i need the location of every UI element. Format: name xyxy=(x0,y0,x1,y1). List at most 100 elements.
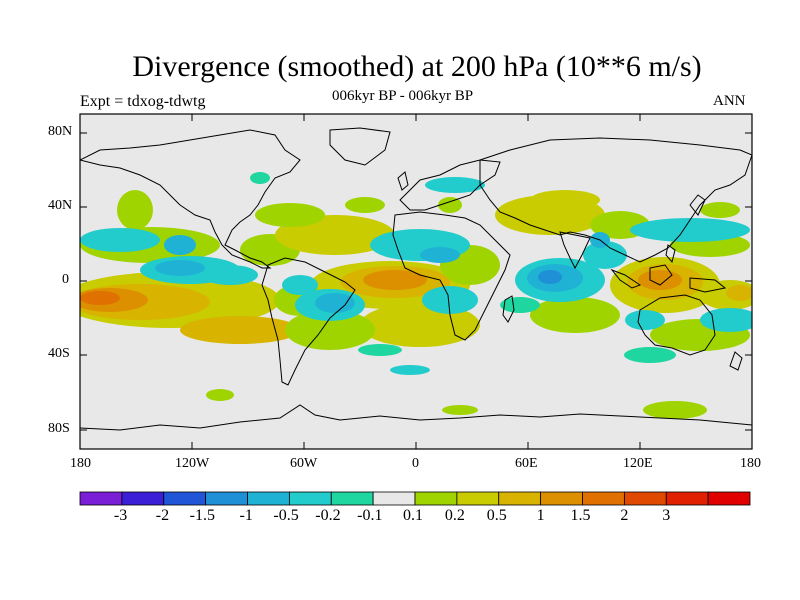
colorbar-label: 0.5 xyxy=(486,507,507,524)
contour-fields xyxy=(80,172,752,419)
coastline-antarctica xyxy=(80,404,752,431)
colorbar-label: 0.1 xyxy=(403,507,423,524)
colorbar-cell xyxy=(163,491,207,506)
contour-patch xyxy=(358,344,402,356)
contour-patch xyxy=(80,291,120,305)
lon-label-60w: 60W xyxy=(290,456,318,471)
contour-patch xyxy=(438,197,462,213)
lon-label-0: 0 xyxy=(412,456,419,471)
lat-label-80s: 80S xyxy=(48,421,70,436)
coastline-asia xyxy=(479,137,752,263)
coastline-new-guinea xyxy=(689,277,727,293)
contour-patch xyxy=(700,202,740,218)
coastline-australia xyxy=(637,294,716,356)
contour-patch xyxy=(315,293,355,313)
lon-label-60e: 60E xyxy=(515,456,538,471)
contour-patch xyxy=(442,405,478,415)
axis-ticks xyxy=(80,114,752,449)
contour-patch xyxy=(726,285,752,301)
coastline-madagascar xyxy=(502,295,515,323)
colorbar-label: 3 xyxy=(662,507,671,524)
colorbar-cell xyxy=(288,491,332,506)
contour-patch xyxy=(117,190,153,230)
contour-patch xyxy=(164,235,196,255)
contour-patch xyxy=(422,286,478,314)
contour-patch xyxy=(155,260,205,276)
contour-patch xyxy=(425,177,485,193)
contour-patch xyxy=(625,310,665,330)
contour-patch xyxy=(282,275,318,295)
colorbar-label: -0.1 xyxy=(357,507,383,524)
colorbar-label: -2 xyxy=(155,507,170,524)
colorbar-cell xyxy=(79,491,123,506)
lon-label-120w: 120W xyxy=(175,456,210,471)
colorbar-label: 1.5 xyxy=(570,507,591,524)
coastline-greenland xyxy=(329,127,391,166)
coastlines xyxy=(80,127,752,431)
coastline-sumatra xyxy=(610,268,642,289)
contour-patch xyxy=(390,365,430,375)
map-subtitle: 006kyr BP - 006kyr BP xyxy=(332,88,474,104)
colorbar-cell xyxy=(498,491,542,506)
contour-patch xyxy=(285,310,375,350)
lat-label-80n: 80N xyxy=(48,124,73,139)
contour-patch xyxy=(630,218,750,242)
colorbar-cell xyxy=(540,491,583,506)
coastline-europe xyxy=(399,159,501,211)
colorbar-label: -1.5 xyxy=(189,507,215,524)
colorbar-cell xyxy=(330,491,374,506)
lat-label-40s: 40S xyxy=(48,346,70,361)
colorbar-cell xyxy=(456,491,500,506)
coastline-uk xyxy=(397,171,409,191)
contour-patch xyxy=(202,265,258,285)
contour-patch xyxy=(643,401,707,419)
contour-patch xyxy=(500,297,540,313)
contour-patch xyxy=(363,270,427,290)
contour-patch xyxy=(638,270,682,290)
colorbar-cell xyxy=(205,491,248,506)
colorbar-label: -0.5 xyxy=(273,507,299,524)
contour-patch xyxy=(624,347,676,363)
coastline-new-zealand xyxy=(729,351,743,371)
contour-patch xyxy=(583,241,627,269)
coastline-philippines xyxy=(665,244,676,264)
coastline-borneo xyxy=(649,264,673,286)
contour-patch xyxy=(180,316,300,344)
contour-patch xyxy=(345,197,385,213)
coastline-africa xyxy=(392,211,511,341)
colorbar-cell xyxy=(623,491,667,506)
colorbar-cell xyxy=(582,491,625,506)
lon-label-180e: 180 xyxy=(740,456,761,471)
contour-patch xyxy=(255,203,325,227)
colorbar-label: 1 xyxy=(536,507,545,524)
lon-label-120e: 120E xyxy=(623,456,653,471)
contour-patch xyxy=(206,389,234,401)
colorbar-cell xyxy=(414,491,458,506)
colorbar-label: 0.2 xyxy=(444,507,465,524)
colorbar-cell xyxy=(707,491,751,506)
contour-patch xyxy=(700,308,752,332)
contour-patch xyxy=(530,297,620,333)
colorbar-label: -3 xyxy=(113,507,128,524)
experiment-label: Expt = tdxog-tdwtg xyxy=(80,93,206,110)
season-label: ANN xyxy=(713,93,746,109)
colorbar-cell xyxy=(665,491,709,506)
coastline-japan xyxy=(689,194,706,216)
colorbar xyxy=(79,491,751,506)
contour-patch xyxy=(420,247,460,263)
coastline-south-america xyxy=(261,257,356,386)
map-title: Divergence (smoothed) at 200 hPa (10**6 … xyxy=(132,50,702,83)
colorbar-cell xyxy=(247,491,290,506)
lat-label-eq: 0 xyxy=(62,272,69,287)
contour-patch xyxy=(530,190,600,210)
colorbar-cell xyxy=(372,491,416,506)
contour-patch xyxy=(538,270,562,284)
contour-patch xyxy=(80,228,160,252)
colorbar-label: -1 xyxy=(239,507,253,524)
coastline-north-america xyxy=(80,129,301,269)
lon-label-180w: 180 xyxy=(70,456,91,471)
contour-patch xyxy=(250,172,270,184)
colorbar-label: 2 xyxy=(620,507,629,524)
coastline-india xyxy=(559,231,591,270)
